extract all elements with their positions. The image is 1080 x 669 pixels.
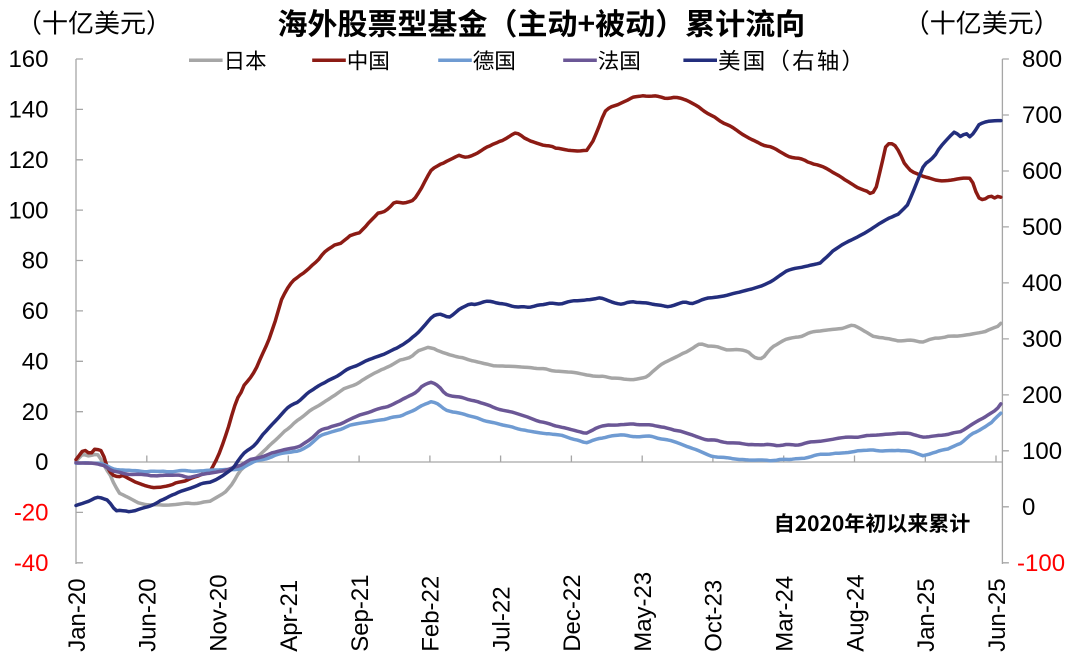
svg-text:20: 20 (22, 399, 49, 426)
svg-text:Mar-24: Mar-24 (772, 576, 799, 652)
svg-text:100: 100 (8, 197, 48, 224)
svg-text:400: 400 (1022, 270, 1062, 297)
svg-text:60: 60 (22, 298, 49, 325)
svg-text:-100: -100 (1017, 550, 1065, 577)
svg-text:140: 140 (8, 97, 48, 124)
svg-text:May-23: May-23 (630, 572, 657, 652)
svg-text:0: 0 (1022, 494, 1035, 521)
svg-text:-20: -20 (14, 500, 49, 527)
svg-text:600: 600 (1022, 158, 1062, 185)
svg-text:Jun-25: Jun-25 (984, 578, 1011, 651)
svg-text:200: 200 (1022, 382, 1062, 409)
svg-text:-40: -40 (14, 550, 49, 577)
svg-text:Dec-22: Dec-22 (559, 574, 586, 651)
svg-text:Nov-20: Nov-20 (205, 574, 232, 651)
svg-text:500: 500 (1022, 214, 1062, 241)
svg-text:Jan-20: Jan-20 (64, 578, 91, 651)
svg-text:80: 80 (22, 248, 49, 275)
svg-text:Jun-20: Jun-20 (135, 578, 162, 651)
svg-text:Feb-22: Feb-22 (418, 576, 445, 652)
svg-text:Aug-24: Aug-24 (842, 574, 869, 651)
svg-text:160: 160 (8, 46, 48, 73)
svg-text:Apr-21: Apr-21 (276, 580, 303, 652)
svg-text:120: 120 (8, 147, 48, 174)
svg-text:800: 800 (1022, 46, 1062, 73)
svg-text:Jul-22: Jul-22 (488, 586, 515, 651)
svg-text:700: 700 (1022, 102, 1062, 129)
svg-text:Sep-21: Sep-21 (347, 574, 374, 651)
svg-text:0: 0 (35, 449, 48, 476)
svg-text:Oct-23: Oct-23 (701, 580, 728, 652)
svg-text:300: 300 (1022, 326, 1062, 353)
svg-text:40: 40 (22, 349, 49, 376)
svg-text:100: 100 (1022, 438, 1062, 465)
svg-text:Jan-25: Jan-25 (913, 578, 940, 651)
